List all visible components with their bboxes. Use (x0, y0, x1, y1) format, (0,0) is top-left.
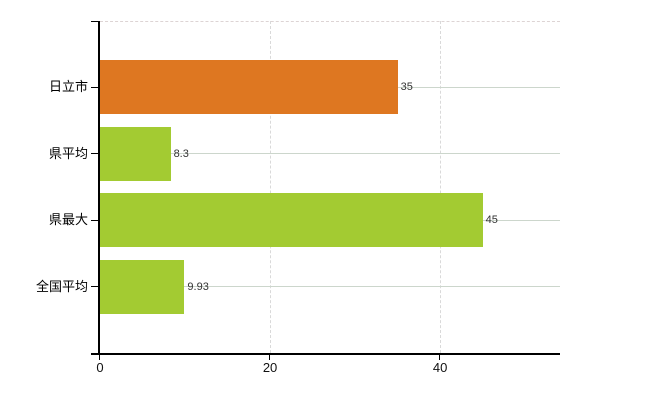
y-axis-tick (91, 286, 98, 288)
y-axis-tick (91, 219, 98, 221)
x-axis-tick-label: 20 (262, 360, 278, 375)
bar (100, 126, 171, 181)
x-axis-tick-label: 0 (96, 360, 104, 375)
plot-top-border (100, 21, 560, 22)
x-axis-tick (269, 355, 271, 360)
bar-value-label: 45 (485, 214, 498, 227)
category-label: 全国平均 (35, 278, 88, 294)
x-axis-tick (99, 355, 100, 360)
y-axis-tick (91, 153, 98, 155)
bar (100, 259, 185, 314)
x-axis-line (91, 353, 560, 355)
bar-value-label: 9.93 (187, 280, 209, 293)
bar-value-label: 35 (400, 81, 413, 94)
x-axis-tick (439, 355, 441, 360)
bar-value-label: 8.3 (173, 147, 189, 160)
vertical-gridline (269, 21, 271, 353)
vertical-gridline (439, 21, 441, 353)
category-label: 県平均 (48, 145, 88, 161)
plot-area: 35 8.3 45 9.93 日立市県平均県最大全国平均 0 20 40 (36, 21, 560, 375)
bar (100, 60, 398, 115)
horizontal-gridline (100, 153, 560, 155)
horizontal-gridline (100, 286, 560, 288)
category-label: 県最大 (48, 212, 88, 228)
y-axis-line (98, 21, 100, 353)
x-axis-tick-label: 40 (432, 360, 448, 375)
y-axis-end-tick (91, 21, 98, 22)
y-axis-tick (91, 86, 98, 88)
bar (100, 193, 483, 248)
category-label: 日立市 (48, 79, 88, 95)
